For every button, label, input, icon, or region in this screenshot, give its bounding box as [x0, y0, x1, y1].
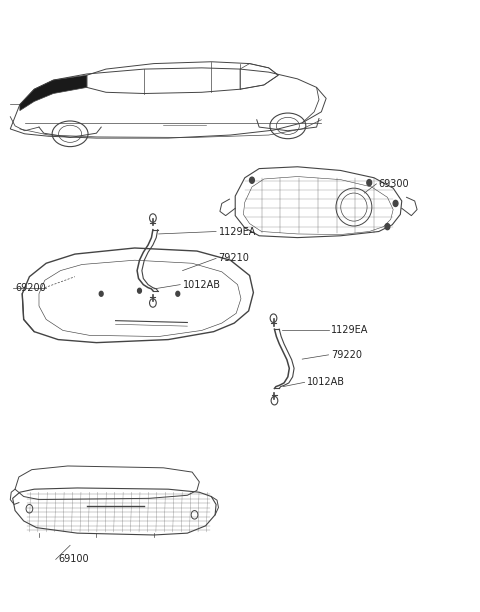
Text: 69300: 69300: [379, 179, 409, 189]
Text: 1012AB: 1012AB: [307, 378, 345, 387]
Circle shape: [393, 200, 398, 206]
Text: 79210: 79210: [218, 253, 249, 263]
Circle shape: [367, 179, 372, 185]
Text: 1129EA: 1129EA: [218, 226, 256, 236]
Text: 69200: 69200: [15, 283, 46, 293]
Polygon shape: [20, 75, 87, 111]
Text: 69100: 69100: [58, 554, 89, 564]
Text: 1129EA: 1129EA: [331, 326, 368, 335]
Circle shape: [138, 288, 142, 293]
Circle shape: [176, 291, 180, 296]
Circle shape: [385, 223, 390, 230]
Text: 1012AB: 1012AB: [182, 280, 221, 289]
Circle shape: [99, 291, 103, 296]
Circle shape: [250, 177, 254, 183]
Text: 79220: 79220: [331, 350, 362, 360]
